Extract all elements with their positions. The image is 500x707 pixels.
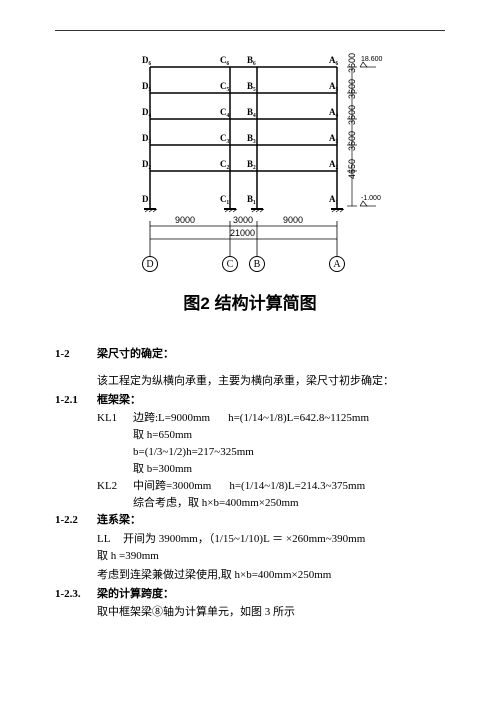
span-label: 9000 bbox=[175, 215, 195, 225]
intro-text: 该工程定为纵横向承重，主要为横向承重，梁尺寸初步确定： bbox=[97, 373, 445, 390]
node-label: D₃ bbox=[142, 133, 151, 143]
node-label: A₄ bbox=[329, 107, 338, 117]
node-label: A₁ bbox=[329, 194, 338, 204]
axis-circle-a: A bbox=[329, 256, 345, 272]
section-title: 梁尺寸的确定： bbox=[97, 346, 174, 363]
axis-circle-c: C bbox=[222, 256, 238, 272]
node-label: D₅ bbox=[142, 81, 151, 91]
top-rule bbox=[55, 30, 445, 31]
elevation-top: 18.600 bbox=[361, 56, 382, 63]
node-label: A₅ bbox=[329, 81, 338, 91]
section-title: 框架梁： bbox=[97, 392, 141, 409]
node-label: B₄ bbox=[247, 107, 256, 117]
story-height: 3600 bbox=[347, 131, 357, 151]
node-label: A₂ bbox=[329, 159, 338, 169]
section-title: 连系梁： bbox=[97, 512, 141, 529]
node-label: C₂ bbox=[220, 159, 229, 169]
axis-circle-b: B bbox=[249, 256, 265, 272]
section-1-2-3: 1-2.3. 梁的计算跨度： bbox=[55, 586, 445, 603]
node-label: D₆ bbox=[142, 55, 151, 65]
node-label: C₆ bbox=[220, 55, 229, 65]
node-label: C₅ bbox=[220, 81, 229, 91]
structural-diagram: D₆ C₆ B₆ A₆ D₅ C₅ B₅ A₅ D₄ C₄ B₄ A₄ D₃ C… bbox=[120, 51, 380, 281]
ll-row: LL 开间为 3900mm，（1/15~1/10)L ＝ ×260mm~390m… bbox=[97, 531, 445, 548]
ll-line3: 考虑到连梁兼做过梁使用,取 h×b=400mm×250mm bbox=[97, 567, 445, 584]
section-1-2-1: 1-2.1 框架梁： bbox=[55, 392, 445, 409]
kl1-line2: 取 h=650mm bbox=[133, 427, 445, 444]
span-label: 3000 bbox=[233, 215, 253, 225]
kl2-row: KL2 中间跨=3000mm h=(1/14~1/8)L=214.3~375mm bbox=[97, 478, 445, 495]
node-label: B₆ bbox=[247, 55, 256, 65]
node-label: B₅ bbox=[247, 81, 256, 91]
kl1-label: KL1 bbox=[97, 410, 133, 427]
node-label: D₁ bbox=[142, 194, 151, 204]
story-height: 3600 bbox=[347, 53, 357, 73]
node-label: C₃ bbox=[220, 133, 229, 143]
kl2-line2: 综合考虑，取 h×b=400mm×250mm bbox=[133, 495, 445, 512]
node-label: C₄ bbox=[220, 107, 229, 117]
kl1-line4: 取 b=300mm bbox=[133, 461, 445, 478]
story-height: 4650 bbox=[347, 159, 357, 179]
node-label: A₃ bbox=[329, 133, 338, 143]
story-height: 3600 bbox=[347, 105, 357, 125]
diagram-container: D₆ C₆ B₆ A₆ D₅ C₅ B₅ A₅ D₄ C₄ B₄ A₄ D₃ C… bbox=[55, 51, 445, 281]
kl1-row: KL1 边跨:L=9000mm h=(1/14~1/8)L=642.8~1125m… bbox=[97, 410, 445, 427]
story-height: 3600 bbox=[347, 79, 357, 99]
node-label: D₂ bbox=[142, 159, 151, 169]
ll-line1: 开间为 3900mm，（1/15~1/10)L ＝ ×260mm~390mm bbox=[123, 531, 445, 548]
node-label: B₂ bbox=[247, 159, 256, 169]
kl1-line1a: 边跨:L=9000mm bbox=[133, 412, 210, 424]
kl1-line3: b=(1/3~1/2)h=217~325mm bbox=[133, 444, 445, 461]
ll-line2: 取 h =390mm bbox=[97, 548, 445, 565]
kl2-label: KL2 bbox=[97, 478, 133, 495]
node-label: B₁ bbox=[247, 194, 256, 204]
section-number: 1-2.1 bbox=[55, 392, 97, 409]
kl1-line1: 边跨:L=9000mm h=(1/14~1/8)L=642.8~1125mm bbox=[133, 410, 445, 427]
elevation-bottom: -1.000 bbox=[361, 195, 381, 202]
total-span-label: 21000 bbox=[230, 228, 255, 238]
section-number: 1-2.2 bbox=[55, 512, 97, 529]
section-title: 梁的计算跨度： bbox=[97, 586, 174, 603]
node-label: D₄ bbox=[142, 107, 151, 117]
section-1-2-2: 1-2.2 连系梁： bbox=[55, 512, 445, 529]
span-label: 9000 bbox=[283, 215, 303, 225]
kl2-line1: 中间跨=3000mm h=(1/14~1/8)L=214.3~375mm bbox=[133, 478, 445, 495]
s123-body: 取中框架梁⑧轴为计算单元，如图 3 所示 bbox=[97, 604, 445, 621]
kl2-line1a: 中间跨=3000mm bbox=[133, 480, 211, 492]
kl2-line1b: h=(1/14~1/8)L=214.3~375mm bbox=[229, 480, 365, 492]
node-label: B₃ bbox=[247, 133, 256, 143]
axis-circle-d: D bbox=[142, 256, 158, 272]
ll-label: LL bbox=[97, 531, 123, 548]
kl1-line1b: h=(1/14~1/8)L=642.8~1125mm bbox=[228, 412, 369, 424]
section-number: 1-2 bbox=[55, 346, 97, 363]
section-number: 1-2.3. bbox=[55, 586, 97, 603]
node-label: A₆ bbox=[329, 55, 338, 65]
figure-caption: 图2 结构计算简图 bbox=[55, 289, 445, 314]
section-1-2: 1-2 梁尺寸的确定： bbox=[55, 346, 445, 363]
node-label: C₁ bbox=[220, 194, 229, 204]
